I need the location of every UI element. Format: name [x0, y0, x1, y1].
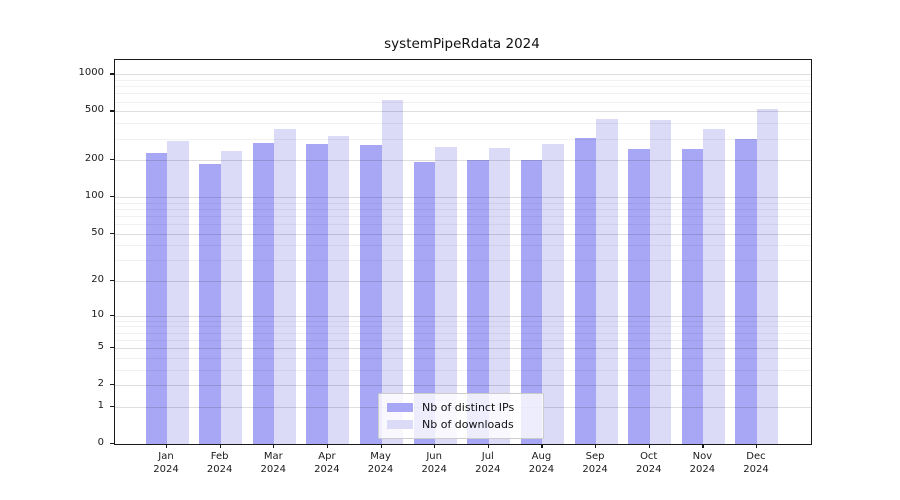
bar-ips-oct: [628, 148, 650, 444]
x-tick-mark: [702, 444, 704, 448]
x-tick-mark: [326, 444, 329, 448]
bar-ips-mar: [252, 142, 275, 444]
x-tick-mark: [219, 444, 221, 448]
legend-item: Nb of downloads: [387, 416, 535, 433]
y-tick-label: 10: [91, 308, 104, 320]
x-tick-mark: [380, 444, 382, 448]
bar-downloads-nov: [703, 129, 725, 444]
x-tick-label: Oct 2024: [635, 451, 662, 475]
bar-ips-dec: [735, 138, 757, 444]
gridline-minor: [115, 86, 811, 88]
y-tick-mark: [110, 384, 114, 386]
y-tick-mark: [110, 232, 114, 234]
bar-ips-sep: [574, 137, 597, 444]
x-tick-label: Nov 2024: [689, 451, 716, 475]
y-tick-mark: [110, 159, 114, 161]
y-tick-label: 5: [97, 341, 104, 353]
bar-downloads-aug: [542, 143, 564, 444]
legend-swatch-ips: [387, 402, 413, 413]
x-tick-mark: [487, 444, 489, 448]
bar-downloads-mar: [274, 129, 296, 444]
y-tick-label: 500: [84, 104, 104, 116]
x-tick-label: Feb 2024: [206, 451, 233, 475]
y-tick-mark: [110, 347, 114, 349]
bar-ips-may: [360, 145, 382, 444]
bar-ips-jan: [145, 152, 167, 444]
bar-ips-aug: [520, 159, 543, 444]
y-tick-label: 50: [91, 226, 104, 238]
x-tick-mark: [595, 444, 597, 448]
y-tick-mark: [110, 196, 114, 198]
bar-downloads-jun: [435, 147, 457, 444]
y-tick-mark: [110, 110, 114, 112]
x-tick-label: Aug 2024: [528, 451, 555, 475]
gridline-major: [115, 74, 811, 76]
gridline-minor: [115, 101, 811, 103]
y-tick-mark: [110, 314, 114, 316]
bar-downloads-jan: [167, 141, 189, 444]
bar-downloads-jul: [488, 148, 511, 444]
x-tick-label: Dec 2024: [743, 451, 769, 475]
x-tick-label: Jan 2024: [153, 451, 179, 475]
x-tick-mark: [755, 444, 758, 448]
y-tick-mark: [110, 405, 114, 408]
gridline-major: [115, 111, 811, 113]
x-tick-mark: [541, 444, 543, 448]
y-tick-label: 1000: [78, 67, 104, 79]
y-tick-label: 200: [84, 153, 104, 165]
legend-label: Nb of downloads: [422, 418, 514, 431]
gridline-minor: [115, 93, 811, 95]
bar-ips-jun: [413, 161, 436, 444]
x-tick-label: Mar 2024: [260, 451, 286, 475]
bar-downloads-sep: [596, 118, 618, 444]
x-tick-mark: [434, 444, 436, 448]
legend-swatch-downloads: [387, 419, 413, 430]
bar-downloads-may: [381, 99, 404, 444]
legend-item: Nb of distinct IPs: [387, 399, 535, 416]
gridline-minor: [115, 123, 811, 125]
y-tick-label: 100: [84, 190, 104, 202]
bar-downloads-feb: [220, 151, 243, 444]
bar-ips-jul: [467, 159, 489, 444]
x-tick-label: Sep 2024: [582, 451, 608, 475]
legend: Nb of distinct IPs Nb of downloads: [378, 393, 544, 439]
gridline-minor: [115, 80, 811, 82]
y-tick-label: 0: [97, 437, 104, 448]
y-tick-mark: [110, 73, 114, 75]
y-tick-label: 20: [91, 274, 104, 286]
bar-ips-feb: [199, 163, 221, 444]
x-tick-label: Apr 2024: [314, 451, 340, 475]
y-tick-label: 2: [97, 378, 104, 390]
x-tick-mark: [648, 444, 650, 448]
x-tick-mark: [273, 444, 275, 448]
bar-downloads-apr: [327, 136, 350, 444]
x-tick-label: May 2024: [367, 451, 394, 475]
legend-label: Nb of distinct IPs: [422, 401, 515, 414]
bar-ips-nov: [681, 149, 704, 444]
y-tick-mark: [110, 443, 114, 445]
x-tick-label: Jul 2024: [475, 451, 501, 475]
bar-ips-apr: [306, 144, 328, 444]
x-tick-mark: [166, 444, 168, 448]
bar-downloads-dec: [756, 109, 779, 444]
plot-area: [114, 59, 812, 445]
y-tick-mark: [110, 280, 114, 282]
chart-title: systemPipeRdata 2024: [384, 36, 540, 52]
bar-downloads-oct: [649, 119, 672, 444]
x-tick-label: Jun 2024: [421, 451, 447, 475]
y-tick-label: 1: [97, 399, 104, 411]
